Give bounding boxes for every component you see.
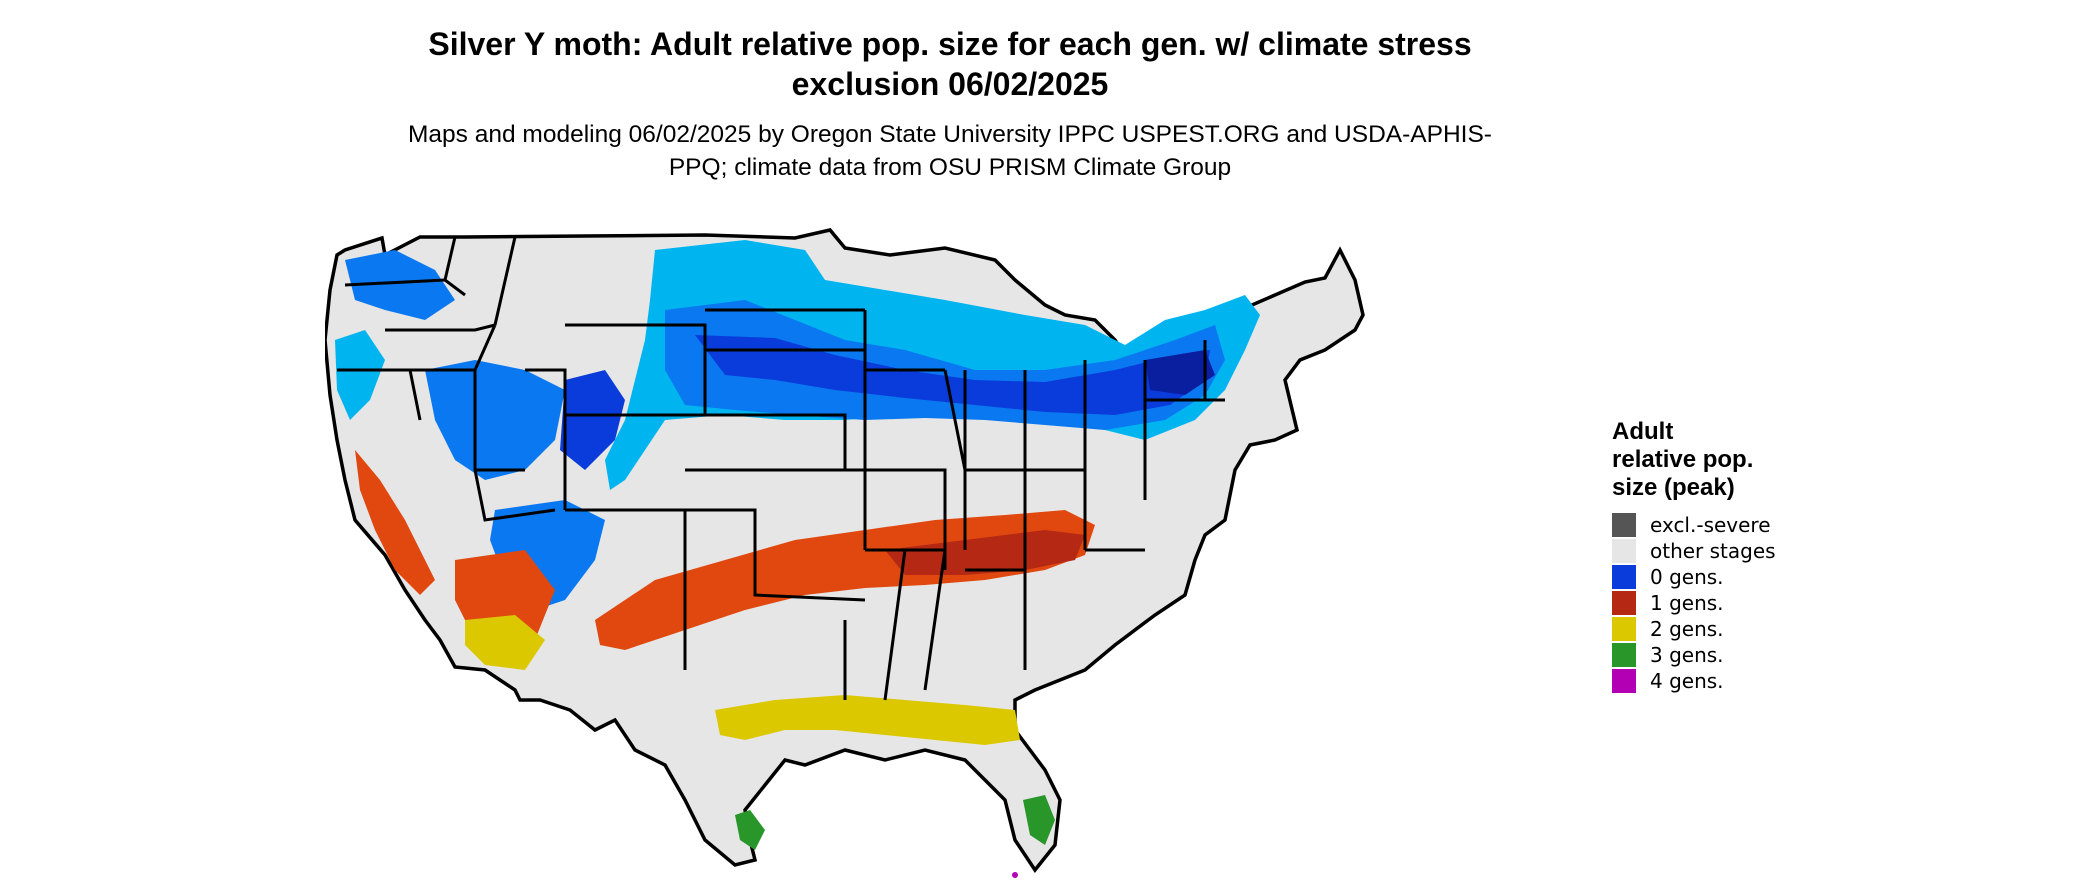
region-blue-great-basin bbox=[425, 360, 565, 480]
legend-item: 2 gens. bbox=[1612, 616, 1776, 642]
region-dark-blue bbox=[695, 335, 1210, 415]
region-blue-rockies bbox=[560, 370, 625, 470]
legend-label: 2 gens. bbox=[1650, 617, 1724, 641]
region-blue-northwest bbox=[345, 250, 455, 320]
legend-item: 1 gens. bbox=[1612, 590, 1776, 616]
state-borders bbox=[337, 236, 1225, 701]
legend-title: Adult relative pop. size (peak) bbox=[1612, 418, 1754, 501]
region-deep-blue-ne bbox=[1145, 350, 1215, 395]
region-red-southeast bbox=[885, 530, 1085, 575]
legend-swatch bbox=[1612, 513, 1636, 537]
legend-swatch bbox=[1612, 617, 1636, 641]
legend-swatch bbox=[1612, 565, 1636, 589]
region-yellow-gulf bbox=[715, 695, 1020, 745]
region-green-texas bbox=[735, 810, 765, 850]
legend-label: other stages bbox=[1650, 539, 1776, 563]
legend-label: 3 gens. bbox=[1650, 643, 1724, 667]
map-subtitle: Maps and modeling 06/02/2025 by Oregon S… bbox=[408, 121, 1492, 181]
legend-label: 1 gens. bbox=[1650, 591, 1724, 615]
legend-swatch bbox=[1612, 539, 1636, 563]
region-orange-california bbox=[355, 450, 435, 595]
legend-label: 4 gens. bbox=[1650, 669, 1724, 693]
legend-label: 0 gens. bbox=[1650, 565, 1724, 589]
us-map bbox=[325, 220, 1575, 890]
legend-item: excl.-severe bbox=[1612, 512, 1776, 538]
legend-item: 0 gens. bbox=[1612, 564, 1776, 590]
legend-item: other stages bbox=[1612, 538, 1776, 564]
legend-item: 4 gens. bbox=[1612, 668, 1776, 694]
legend: Adult relative pop. size (peak) excl.-se… bbox=[1612, 418, 1776, 694]
region-yellow-arizona bbox=[465, 615, 545, 670]
legend-swatch bbox=[1612, 591, 1636, 615]
title-block: Silver Y moth: Adult relative pop. size … bbox=[0, 24, 1900, 184]
legend-swatch bbox=[1612, 669, 1636, 693]
map-title: Silver Y moth: Adult relative pop. size … bbox=[428, 26, 1472, 102]
us-map-svg bbox=[325, 228, 1365, 878]
region-magenta-keys bbox=[1012, 872, 1018, 878]
region-blue-west-coast bbox=[335, 330, 385, 420]
legend-items: excl.-severe other stages 0 gens. 1 gens. 2 … bbox=[1612, 512, 1776, 694]
legend-item: 3 gens. bbox=[1612, 642, 1776, 668]
legend-label: excl.-severe bbox=[1650, 513, 1771, 537]
legend-swatch bbox=[1612, 643, 1636, 667]
region-green-florida bbox=[1023, 795, 1055, 845]
